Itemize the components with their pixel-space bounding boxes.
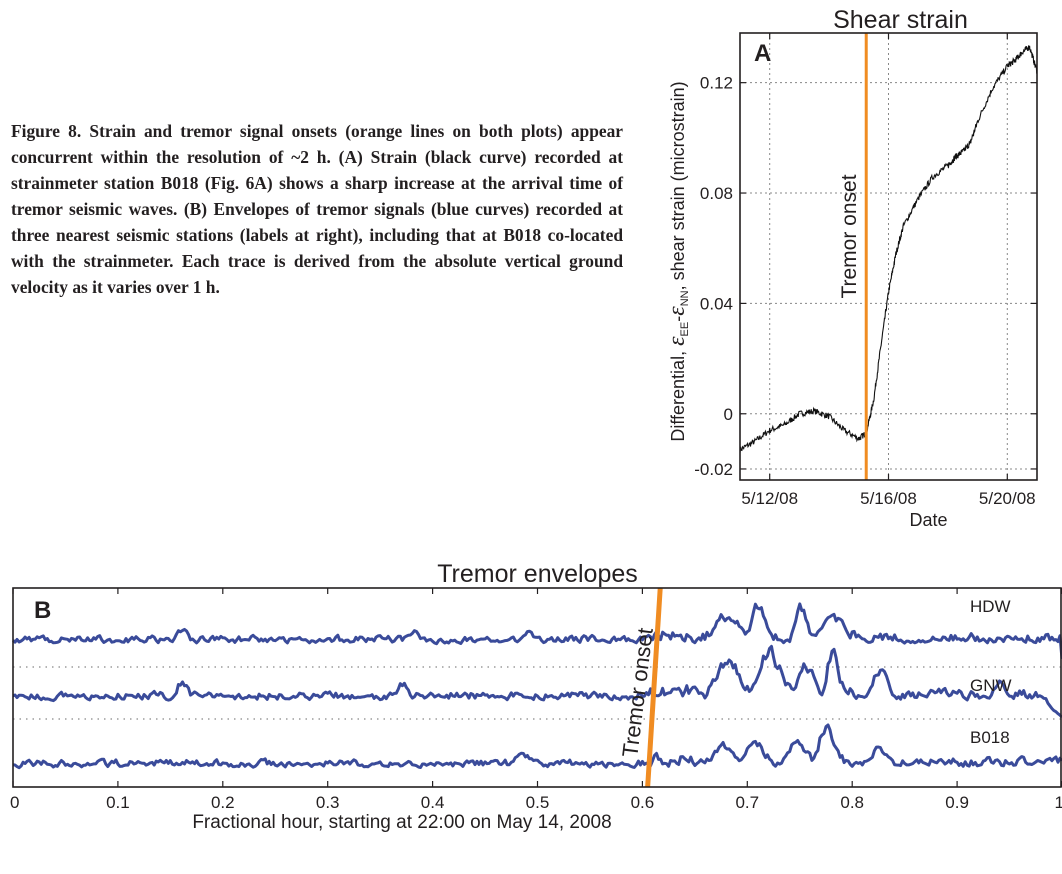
- panel-a-ytick-label: -0.02: [694, 460, 733, 479]
- panel-a-xlabel: Date: [909, 510, 947, 530]
- panel-b-xtick-label: 0.7: [735, 793, 759, 812]
- panel-a-ytick-label: 0.08: [700, 184, 733, 203]
- panel-b-xtick-label: 0.8: [840, 793, 864, 812]
- panel-b-xtick-label: 0.9: [945, 793, 969, 812]
- panel-a-onset-label: Tremor onset: [838, 174, 861, 298]
- panel-b-frame: [12, 587, 1062, 788]
- panel-a-xtick-label: 5/16/08: [860, 489, 917, 508]
- panel-b-xtick-label: 0: [10, 793, 19, 812]
- tremor-trace-gnw: [12, 644, 1062, 719]
- panel-a-ylabel: Differential, εEE-εNN, shear strain (mic…: [664, 81, 691, 441]
- panel-a-xtick-label: 5/20/08: [979, 489, 1036, 508]
- panel-b-xtick-label: 0.2: [211, 793, 235, 812]
- tremor-trace-b018: [12, 723, 1062, 770]
- caption-text: Figure 8. Strain and tremor signal onset…: [11, 121, 623, 297]
- panel-a-ytick-label: 0: [724, 405, 733, 424]
- panel-a-xtick-label: 5/12/08: [741, 489, 798, 508]
- panel-b-xtick-label: 0.6: [631, 793, 655, 812]
- station-label-gnw: GNW: [970, 676, 1012, 695]
- panel-a-title: Shear strain: [833, 6, 968, 34]
- station-label-hdw: HDW: [970, 597, 1011, 616]
- panel-a-ytick-label: 0.12: [700, 74, 733, 93]
- panel-a-frame: [739, 32, 1038, 481]
- panel-b-title: Tremor envelopes: [437, 560, 638, 588]
- figure-caption: Figure 8. Strain and tremor signal onset…: [11, 118, 623, 300]
- panel-b-xtick-label: 0.3: [316, 793, 340, 812]
- panel-b-xtick-label: 0.5: [526, 793, 550, 812]
- panel-b-letter: B: [34, 597, 51, 624]
- panel-b-onset-line: [645, 587, 663, 788]
- tremor-trace-hdw: [11, 602, 1062, 660]
- station-label-b018: B018: [970, 728, 1010, 747]
- strain-curve: [739, 45, 1038, 453]
- panel-a-ytick-label: 0.04: [700, 294, 733, 313]
- panel-b-xtick-label: 0.4: [421, 793, 445, 812]
- panel-b-xtick-label: 1: [1055, 793, 1062, 812]
- panel-b-xlabel: Fractional hour, starting at 22:00 on Ma…: [192, 812, 611, 833]
- panel-a-letter: A: [754, 40, 771, 67]
- panel-b-xtick-label: 0.1: [106, 793, 130, 812]
